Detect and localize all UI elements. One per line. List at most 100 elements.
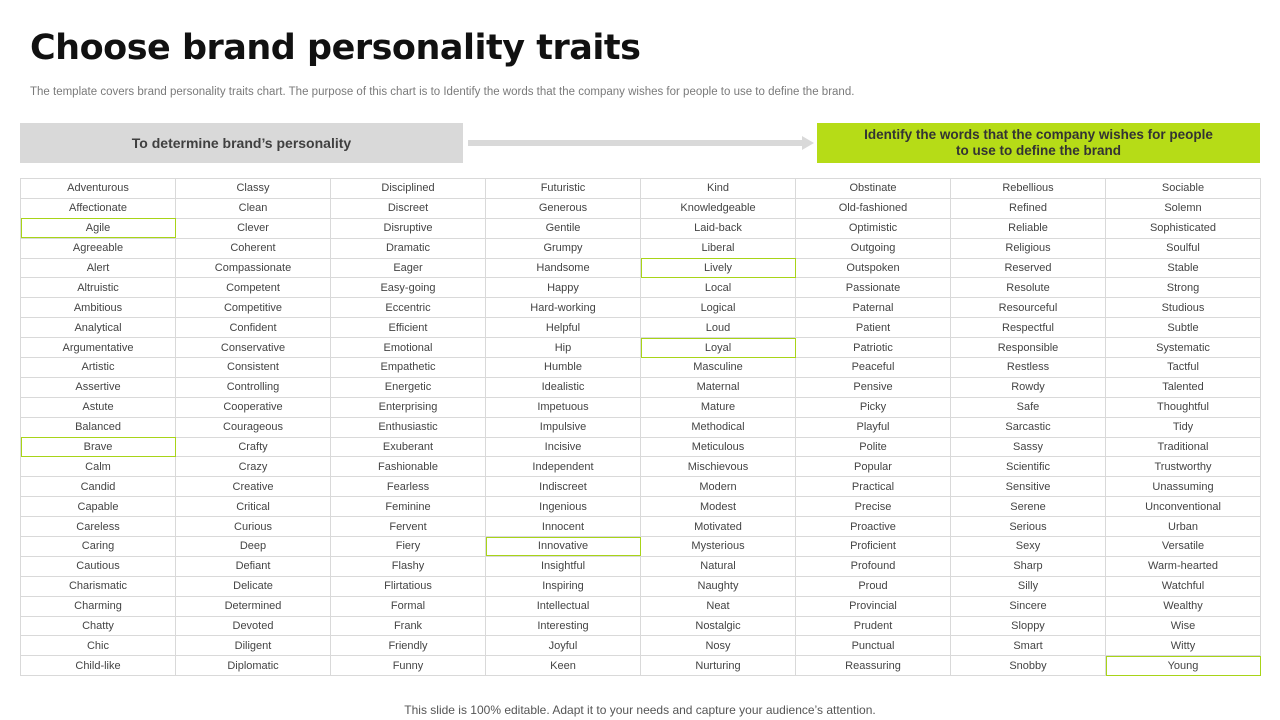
trait-cell: Balanced (20, 416, 176, 438)
trait-cell: Smart (950, 635, 1106, 657)
trait-cell: Curious (175, 516, 331, 538)
trait-cell: Kind (640, 178, 796, 199)
trait-cell: Exuberant (330, 436, 486, 458)
trait-cell: Cautious (20, 555, 176, 577)
trait-cell: Reserved (950, 257, 1106, 279)
trait-cell: Naughty (640, 575, 796, 597)
trait-cell: Snobby (950, 655, 1106, 677)
trait-cell: Urban (1105, 516, 1261, 538)
trait-cell: Defiant (175, 555, 331, 577)
trait-cell: Provincial (795, 595, 951, 617)
trait-cell: Hip (485, 337, 641, 359)
trait-cell: Funny (330, 655, 486, 677)
trait-cell: Helpful (485, 317, 641, 339)
trait-cell: Witty (1105, 635, 1261, 657)
trait-cell: Prudent (795, 615, 951, 637)
trait-cell: Indiscreet (485, 476, 641, 498)
trait-cell: Talented (1105, 376, 1261, 398)
trait-cell: Classy (175, 178, 331, 199)
trait-cell: Scientific (950, 456, 1106, 478)
trait-cell: Impulsive (485, 416, 641, 438)
trait-cell: Impetuous (485, 396, 641, 418)
trait-cell: Controlling (175, 376, 331, 398)
trait-cell: Tactful (1105, 357, 1261, 378)
trait-cell: Disciplined (330, 178, 486, 199)
trait-cell: Picky (795, 396, 951, 418)
trait-cell: Chatty (20, 615, 176, 637)
trait-cell: Sexy (950, 536, 1106, 557)
trait-cell: Efficient (330, 317, 486, 339)
trait-cell: Young (1105, 655, 1261, 677)
trait-cell: Emotional (330, 337, 486, 359)
table-row: Artistic Consistent Empathetic Humble Mascul… (20, 357, 1261, 378)
trait-cell: Consistent (175, 357, 331, 378)
trait-cell: Deep (175, 536, 331, 557)
trait-cell: Obstinate (795, 178, 951, 199)
trait-cell: Safe (950, 396, 1106, 418)
trait-cell: Diplomatic (175, 655, 331, 677)
trait-cell: Confident (175, 317, 331, 339)
table-row: Astute Cooperative Enterprising Impetuous Ma… (20, 396, 1261, 418)
trait-cell: Nurturing (640, 655, 796, 677)
trait-cell: Fearless (330, 476, 486, 498)
trait-cell: Motivated (640, 516, 796, 538)
trait-cell: Competent (175, 277, 331, 299)
trait-cell: Pensive (795, 376, 951, 398)
right-arrow-icon (468, 136, 814, 150)
traits-table: Adventurous Classy Disciplined Futuristic Ki… (20, 178, 1261, 677)
trait-cell: Enterprising (330, 396, 486, 418)
trait-cell: Disruptive (330, 217, 486, 239)
trait-cell: Lively (640, 257, 796, 279)
trait-cell: Meticulous (640, 436, 796, 458)
trait-cell: Coherent (175, 237, 331, 259)
trait-cell: Fervent (330, 516, 486, 538)
trait-cell: Futuristic (485, 178, 641, 199)
trait-cell: Humble (485, 357, 641, 378)
trait-cell: Patriotic (795, 337, 951, 359)
trait-cell: Frank (330, 615, 486, 637)
trait-cell: Artistic (20, 357, 176, 378)
trait-cell: Reliable (950, 217, 1106, 239)
trait-cell: Candid (20, 476, 176, 498)
trait-cell: Insightful (485, 555, 641, 577)
trait-cell: Loud (640, 317, 796, 339)
trait-cell: Modest (640, 496, 796, 518)
trait-cell: Mysterious (640, 536, 796, 557)
trait-cell: Passionate (795, 277, 951, 299)
trait-cell: Competitive (175, 297, 331, 319)
trait-cell: Generous (485, 197, 641, 219)
trait-cell: Versatile (1105, 536, 1261, 557)
trait-cell: Unassuming (1105, 476, 1261, 498)
table-row: Child-like Diplomatic Funny Keen Nurturing Re… (20, 655, 1261, 677)
trait-cell: Dramatic (330, 237, 486, 259)
trait-cell: Wise (1105, 615, 1261, 637)
trait-cell: Flashy (330, 555, 486, 577)
trait-cell: Joyful (485, 635, 641, 657)
trait-cell: Fashionable (330, 456, 486, 478)
trait-cell: Independent (485, 456, 641, 478)
trait-cell: Sensitive (950, 476, 1106, 498)
trait-cell: Energetic (330, 376, 486, 398)
trait-cell: Agile (20, 217, 176, 239)
trait-cell: Optimistic (795, 217, 951, 239)
trait-cell: Proud (795, 575, 951, 597)
trait-cell: Careless (20, 516, 176, 538)
trait-cell: Ingenious (485, 496, 641, 518)
table-row: Chic Diligent Friendly Joyful Nosy Punctual Sm… (20, 635, 1261, 657)
table-row: Agreeable Coherent Dramatic Grumpy Liberal Ou… (20, 237, 1261, 259)
trait-cell: Resourceful (950, 297, 1106, 319)
trait-cell: Critical (175, 496, 331, 518)
trait-cell: Soulful (1105, 237, 1261, 259)
table-row: Calm Crazy Fashionable Independent Mischievo… (20, 456, 1261, 478)
trait-cell: Cooperative (175, 396, 331, 418)
table-row: Assertive Controlling Energetic Idealistic M… (20, 376, 1261, 398)
trait-cell: Sassy (950, 436, 1106, 458)
table-row: Cautious Defiant Flashy Insightful Natural Pr… (20, 555, 1261, 577)
trait-cell: Methodical (640, 416, 796, 438)
trait-cell: Charismatic (20, 575, 176, 597)
trait-cell: Traditional (1105, 436, 1261, 458)
trait-cell: Diligent (175, 635, 331, 657)
trait-cell: Studious (1105, 297, 1261, 319)
trait-cell: Resolute (950, 277, 1106, 299)
trait-cell: Friendly (330, 635, 486, 657)
